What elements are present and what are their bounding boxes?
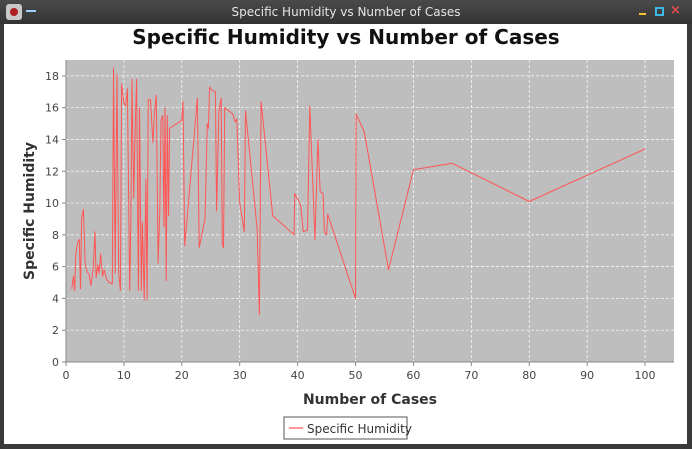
x-tick-label: 100 [635, 369, 656, 382]
y-tick-label: 2 [52, 324, 59, 337]
x-tick-label: 20 [175, 369, 189, 382]
y-tick-label: 4 [52, 292, 59, 305]
legend-box [283, 416, 408, 440]
chart-svg: Specific Humidity vs Number of Cases 0 10… [22, 25, 674, 440]
x-tick-label: 90 [580, 369, 594, 382]
java-app-icon[interactable] [6, 4, 22, 20]
window-title: Specific Humidity vs Number of Cases [231, 5, 461, 19]
chart-panel: Specific Humidity vs Number of Cases 0 10… [4, 24, 687, 444]
y-tick-label: 0 [52, 356, 59, 369]
y-tick-label: 18 [45, 70, 59, 83]
series-line-specific-humidity [71, 67, 646, 315]
chart-title: Specific Humidity vs Number of Cases [132, 25, 559, 49]
x-tick-label: 80 [522, 369, 536, 382]
title-bar: Specific Humidity vs Number of Cases × [0, 0, 692, 24]
y-tick-label: 8 [52, 229, 59, 242]
maximize-icon[interactable] [654, 6, 664, 16]
series-group [71, 67, 646, 315]
tick-labels: 0 10 20 30 40 50 60 70 80 90 100 0 2 4 6 8 10 12 14 16 18 [45, 70, 656, 382]
x-tick-label: 10 [117, 369, 131, 382]
x-tick-label: 70 [464, 369, 478, 382]
y-tick-label: 10 [45, 197, 59, 210]
y-tick-label: 12 [45, 165, 59, 178]
plot-area [66, 60, 674, 362]
y-axis-label: Specific Humidity [22, 142, 38, 280]
y-tick-label: 6 [52, 261, 59, 274]
x-tick-label: 50 [349, 369, 363, 382]
legend-label: Specific Humidity [307, 422, 412, 436]
legend: Specific Humidity [283, 416, 412, 440]
y-tick-label: 14 [45, 133, 59, 146]
y-tick-label: 16 [45, 102, 59, 115]
axes [62, 60, 674, 366]
x-tick-label: 0 [63, 369, 70, 382]
x-tick-label: 40 [291, 369, 305, 382]
close-icon[interactable]: × [670, 3, 681, 18]
minimize-icon[interactable] [638, 6, 648, 16]
x-tick-label: 30 [233, 369, 247, 382]
window-menu-icon[interactable] [26, 10, 36, 12]
x-tick-label: 60 [406, 369, 420, 382]
x-axis-label: Number of Cases [303, 392, 437, 408]
